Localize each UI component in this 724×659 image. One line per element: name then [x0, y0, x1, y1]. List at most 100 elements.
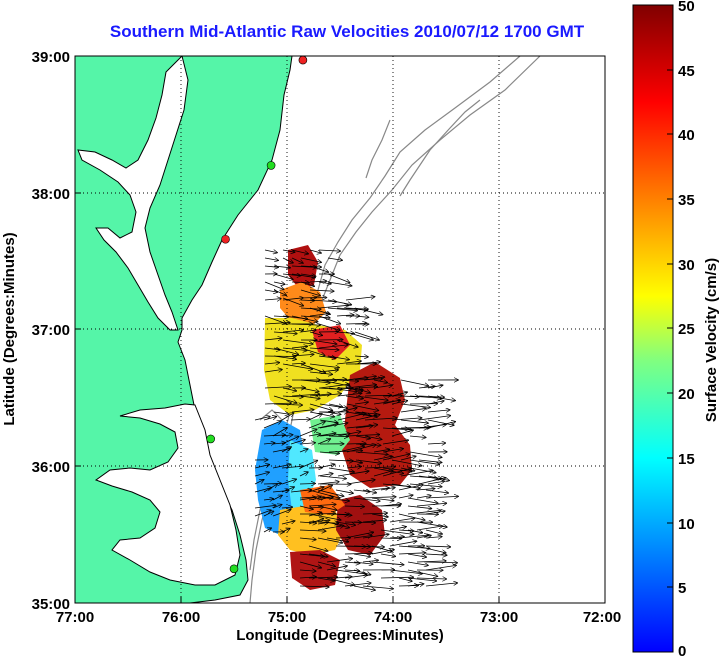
- current-vector: [344, 575, 367, 579]
- current-vector: [371, 561, 404, 565]
- current-vector: [409, 436, 426, 437]
- current-vector: [380, 504, 401, 506]
- current-vector: [282, 250, 295, 252]
- current-vector: [398, 577, 412, 581]
- station-marker: [266, 161, 276, 170]
- current-vector: [416, 489, 435, 490]
- current-vector: [264, 299, 281, 300]
- map-area: [75, 56, 605, 603]
- current-vector: [309, 363, 339, 368]
- current-vector: [263, 528, 271, 533]
- current-vector: [263, 417, 276, 421]
- current-vector: [427, 422, 455, 429]
- current-vector: [416, 535, 431, 538]
- current-vector: [391, 428, 409, 429]
- current-vector: [281, 447, 291, 453]
- current-vector: [371, 488, 389, 490]
- current-vector: [264, 363, 279, 364]
- current-vector: [389, 527, 406, 531]
- current-vector: [391, 459, 422, 466]
- current-vector: [327, 258, 342, 260]
- current-vector: [299, 586, 329, 587]
- current-vector: [291, 346, 307, 348]
- current-vector: [427, 395, 455, 401]
- current-vector: [400, 456, 416, 461]
- current-vector: [326, 566, 347, 571]
- current-vector: [425, 546, 450, 547]
- current-vector: [263, 483, 281, 484]
- current-vector: [371, 513, 388, 517]
- current-vector: [273, 332, 297, 334]
- current-vector: [353, 497, 380, 501]
- current-vector: [309, 300, 336, 302]
- station-marker: [229, 564, 239, 574]
- current-vector: [273, 289, 286, 295]
- current-vector: [389, 537, 404, 538]
- current-vector: [335, 514, 352, 515]
- current-vector: [391, 483, 420, 488]
- current-vector: [318, 282, 331, 284]
- current-vector: [264, 290, 277, 292]
- current-vector: [425, 537, 442, 538]
- current-vector: [407, 577, 436, 581]
- colorbar-tick-label: 5: [678, 580, 686, 597]
- current-vector: [380, 538, 401, 539]
- axis-tick-marks: [74, 55, 606, 604]
- current-vector: [425, 554, 447, 555]
- current-vector: [407, 561, 428, 565]
- current-vector: [345, 395, 363, 399]
- current-vector: [353, 535, 372, 538]
- current-vector: [309, 348, 339, 350]
- current-vector: [337, 432, 360, 437]
- current-vector: [327, 273, 350, 283]
- current-vector: [328, 451, 362, 452]
- current-vector: [299, 443, 315, 444]
- current-vector: [264, 403, 291, 404]
- current-vector: [425, 562, 457, 563]
- current-vector: [309, 339, 337, 344]
- current-vector: [291, 249, 308, 254]
- current-vector: [328, 460, 353, 461]
- current-vector: [354, 402, 368, 404]
- colorbar-tick-label: 10: [678, 516, 695, 533]
- current-vector: [317, 497, 333, 498]
- current-vector: [326, 521, 349, 528]
- current-vector: [425, 489, 448, 493]
- current-vector: [326, 577, 355, 585]
- current-vector: [318, 315, 340, 324]
- current-vector: [346, 480, 375, 485]
- station-marker: [221, 234, 230, 244]
- current-vector: [425, 511, 445, 515]
- current-vector: [382, 440, 408, 445]
- current-vector: [344, 532, 373, 539]
- current-vector: [409, 451, 442, 457]
- current-vector: [299, 538, 316, 540]
- current-vector: [263, 421, 281, 429]
- current-vector: [353, 522, 375, 523]
- current-vector: [308, 434, 320, 436]
- current-vector: [346, 403, 378, 411]
- current-vector: [407, 497, 438, 503]
- current-vector: [354, 356, 368, 357]
- current-vector: [317, 474, 333, 476]
- current-vector: [281, 528, 290, 533]
- current-vector: [355, 395, 388, 400]
- current-vector: [264, 258, 278, 260]
- current-vector: [362, 513, 387, 514]
- current-vector: [427, 385, 443, 389]
- current-vector: [254, 510, 271, 517]
- current-vector: [337, 393, 362, 397]
- current-vector: [400, 408, 426, 413]
- current-vector: [272, 495, 282, 501]
- current-vector: [291, 257, 303, 263]
- current-vector: [336, 380, 358, 381]
- current-vector: [281, 466, 303, 468]
- current-vector: [254, 417, 270, 421]
- current-vector: [281, 435, 293, 436]
- y-tick-label: 37:00: [32, 322, 70, 339]
- current-vector: [317, 537, 342, 543]
- current-vector: [317, 424, 338, 429]
- current-vector: [300, 395, 320, 399]
- current-vector: [327, 307, 357, 311]
- current-vector: [273, 412, 289, 414]
